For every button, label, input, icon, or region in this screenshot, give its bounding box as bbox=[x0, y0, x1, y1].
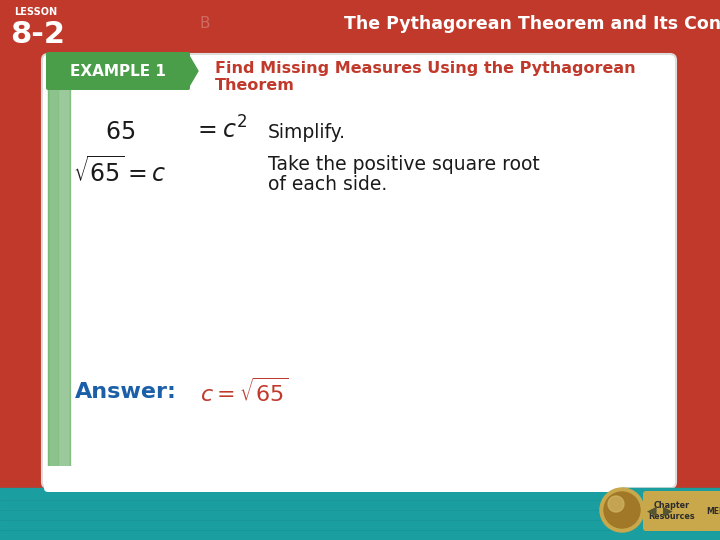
Text: B: B bbox=[199, 17, 210, 31]
Text: Chapter
Resources: Chapter Resources bbox=[649, 501, 696, 521]
FancyBboxPatch shape bbox=[42, 54, 676, 488]
Bar bbox=[48, 60, 58, 482]
Text: Answer:: Answer: bbox=[75, 382, 177, 402]
Bar bbox=[0, 0, 52, 48]
Text: Find Missing Measures Using the Pythagorean: Find Missing Measures Using the Pythagor… bbox=[215, 61, 636, 76]
Polygon shape bbox=[188, 54, 198, 88]
Text: ▶: ▶ bbox=[663, 504, 672, 517]
Text: Simplify.: Simplify. bbox=[268, 123, 346, 141]
FancyBboxPatch shape bbox=[643, 491, 701, 531]
Text: Take the positive square root: Take the positive square root bbox=[268, 156, 540, 174]
Circle shape bbox=[600, 488, 644, 532]
FancyBboxPatch shape bbox=[44, 466, 622, 492]
Text: $65$: $65$ bbox=[105, 120, 135, 144]
Text: MENU: MENU bbox=[706, 507, 720, 516]
Text: 8-2: 8-2 bbox=[10, 20, 65, 49]
Text: The Pythagorean Theorem and Its Converse: The Pythagorean Theorem and Its Converse bbox=[344, 15, 720, 33]
Text: LESSON: LESSON bbox=[14, 7, 57, 17]
Text: Theorem: Theorem bbox=[215, 78, 295, 93]
Bar bbox=[0, 0, 720, 48]
Circle shape bbox=[608, 496, 624, 512]
FancyBboxPatch shape bbox=[697, 491, 720, 531]
Text: of each side.: of each side. bbox=[268, 174, 387, 193]
Text: $c = \sqrt{65}$: $c = \sqrt{65}$ bbox=[200, 378, 288, 406]
Bar bbox=[48, 60, 70, 482]
Text: $\sqrt{65} = c$: $\sqrt{65} = c$ bbox=[73, 157, 167, 187]
Bar bbox=[0, 488, 720, 540]
FancyBboxPatch shape bbox=[46, 52, 190, 90]
Text: ◀: ◀ bbox=[647, 504, 657, 517]
Circle shape bbox=[604, 492, 640, 528]
Text: $= c^2$: $= c^2$ bbox=[193, 117, 247, 144]
Text: EXAMPLE 1: EXAMPLE 1 bbox=[70, 64, 166, 78]
